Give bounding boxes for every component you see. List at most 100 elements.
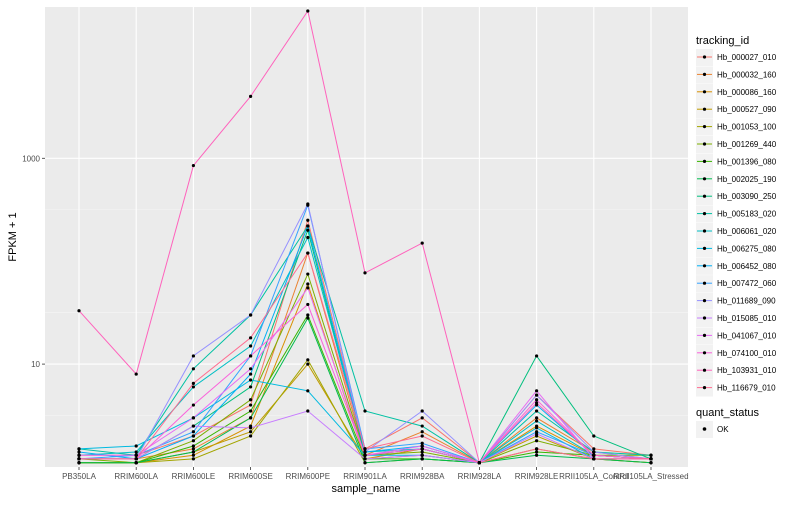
data-point [363,461,367,465]
data-point [191,403,195,407]
legend-key-point [702,212,707,216]
legend-key-point [702,246,707,250]
legend-key-point [702,229,707,233]
legend-label-hb-006452-080: Hb_006452_080 [717,262,777,271]
legend-label-hb-000027-010: Hb_000027_010 [717,53,777,62]
legend-key-point [702,316,707,320]
data-point [649,461,653,465]
data-point [249,426,253,430]
data-point [535,450,539,454]
data-point [592,450,596,454]
data-point [535,432,539,436]
legend-label-hb-000527-090: Hb_000527_090 [717,105,777,114]
legend-label-hb-015085-010: Hb_015085_010 [717,314,777,323]
x-tick-label: RRII105LA_Stressed [613,472,688,481]
data-point [306,316,310,320]
data-point [191,416,195,420]
data-point [420,424,424,428]
data-point [306,228,310,232]
data-point [191,450,195,454]
x-tick-label: RRIM928BA [400,472,445,481]
legend-items: Hb_000027_010 Hb_000032_160 Hb_000086_160 H… [696,49,777,397]
legend-key-point [702,142,707,146]
data-point [191,381,195,385]
legend-label-hb-001053-100: Hb_001053_100 [717,123,777,132]
data-point [420,450,424,454]
data-point [306,409,310,413]
data-point [420,409,424,413]
data-point [249,344,253,348]
data-point [77,309,81,313]
legend-key-point [702,351,707,355]
x-axis-title: sample_name [331,483,400,495]
data-point [77,453,81,457]
data-point [306,9,310,13]
x-axis-ticks: PB350LA RRIM600LA RRIM600LE RRIM600SE RRIM60… [62,467,689,481]
legend-key-point [702,368,707,372]
legend-label-hb-001396-080: Hb_001396_080 [717,157,777,166]
data-point [420,434,424,438]
data-point [77,461,81,465]
data-point [77,447,81,451]
data-point [535,354,539,358]
legend-key-point [702,125,707,129]
data-point [249,372,253,376]
data-point [306,362,310,366]
data-point [77,450,81,454]
legend-label-hb-003090-250: Hb_003090_250 [717,192,777,201]
data-point [191,439,195,443]
data-point [249,367,253,371]
data-point [420,447,424,451]
data-point [191,444,195,448]
data-point [191,424,195,428]
x-tick-label: RRIM928LE [515,472,559,481]
data-point [249,416,253,420]
data-point [306,251,310,255]
legend-label-hb-011689-090: Hb_011689_090 [717,297,776,306]
data-point [249,313,253,317]
data-point [249,409,253,413]
data-point [535,419,539,423]
data-point [420,441,424,445]
legend-key-point [702,427,707,431]
data-point [134,450,138,454]
data-point [649,457,653,461]
data-point [306,224,310,228]
data-point [134,372,138,376]
data-point [477,461,481,465]
data-point [420,430,424,434]
legend-key-point [702,90,707,94]
data-point [249,94,253,98]
data-point [592,453,596,457]
legend-title-tracking-id: tracking_id [696,35,749,47]
data-point [535,393,539,397]
data-point [191,447,195,451]
data-point [249,378,253,382]
legend-key-point [702,72,707,76]
data-point [535,447,539,451]
data-point [249,385,253,389]
data-point [363,457,367,461]
x-tick-label: RRIM600LE [172,472,216,481]
data-point [134,457,138,461]
legend-key-point [702,333,707,337]
data-point [420,453,424,457]
data-point [420,444,424,448]
legend-label-hb-116679-010: Hb_116679_010 [717,384,776,393]
data-point [134,444,138,448]
data-point [592,434,596,438]
y-axis-ticks: 10 1000 [22,154,45,369]
data-point [191,453,195,457]
data-point [363,453,367,457]
legend-key-point [702,386,707,390]
x-tick-label: PB350LA [62,472,96,481]
data-point [134,453,138,457]
x-tick-label: RRIM600PE [286,472,330,481]
legend-key-point [702,177,707,181]
legend-key-point [702,107,707,111]
data-point [363,450,367,454]
y-tick-label: 10 [31,360,40,369]
legend-label-hb-000032-160: Hb_000032_160 [717,70,777,79]
data-point [249,336,253,340]
